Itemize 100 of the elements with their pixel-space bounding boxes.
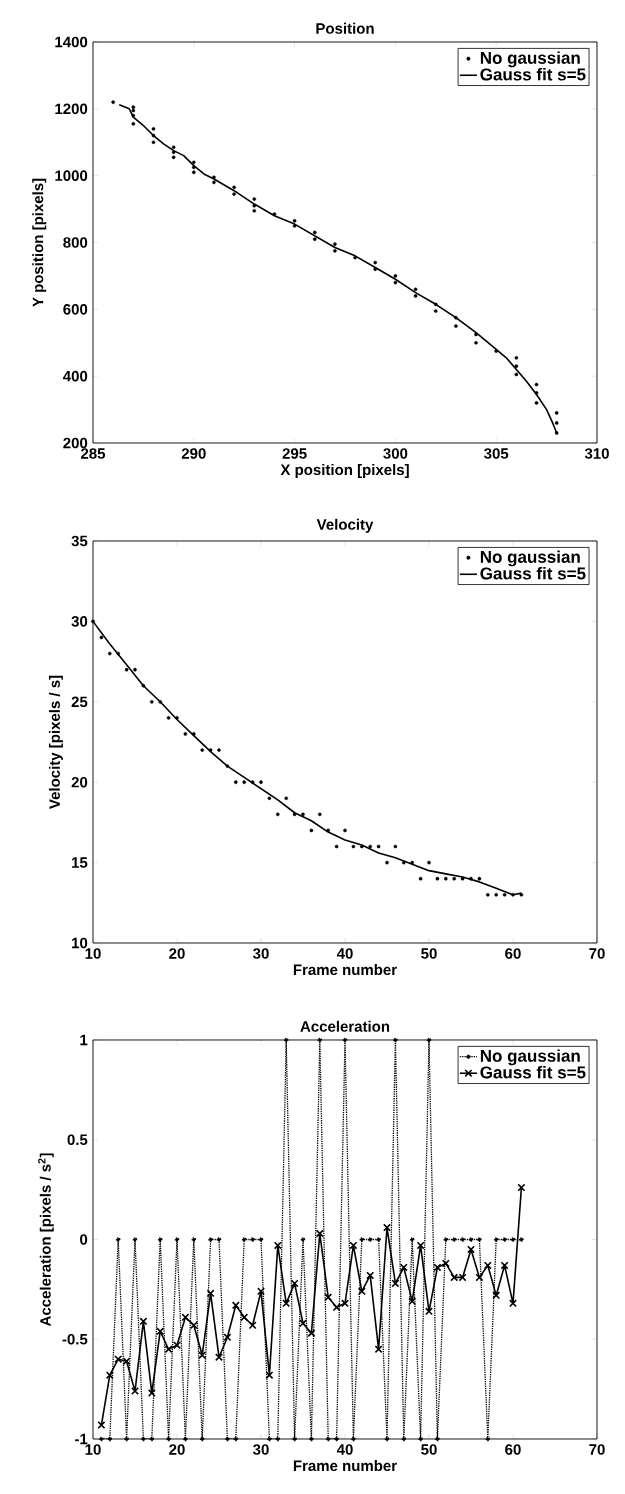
y-axis-title: Velocity [pixels / s] bbox=[48, 675, 63, 809]
point bbox=[124, 1436, 129, 1442]
point bbox=[324, 1293, 333, 1302]
y-tick-label: 35 bbox=[71, 535, 88, 547]
point bbox=[433, 302, 438, 307]
legend-label: No gaussian bbox=[480, 550, 580, 567]
legend-label: Gauss fit s=5 bbox=[480, 567, 586, 580]
point bbox=[312, 230, 317, 235]
point bbox=[418, 1436, 423, 1442]
point bbox=[416, 1241, 425, 1250]
point bbox=[318, 812, 322, 817]
point bbox=[131, 113, 136, 118]
y-tick-label: 10 bbox=[72, 937, 88, 949]
point bbox=[131, 122, 136, 126]
point bbox=[332, 1303, 341, 1312]
point bbox=[300, 1237, 306, 1242]
point bbox=[108, 651, 112, 656]
point bbox=[326, 828, 330, 833]
point bbox=[454, 324, 458, 328]
point bbox=[292, 1436, 297, 1442]
x-tick-label: 30 bbox=[253, 1444, 269, 1455]
point bbox=[107, 1436, 113, 1442]
point bbox=[468, 1237, 474, 1242]
point bbox=[141, 683, 146, 688]
point bbox=[149, 1436, 155, 1442]
x-tick-label: 20 bbox=[169, 948, 185, 959]
x-tick-label: 300 bbox=[383, 448, 408, 459]
x-tick-label: 70 bbox=[589, 1444, 605, 1455]
point bbox=[493, 1237, 499, 1242]
x-tick-label: 60 bbox=[505, 1444, 521, 1455]
chart-title: Position bbox=[316, 22, 374, 34]
chart-title: Velocity bbox=[316, 518, 374, 533]
point bbox=[234, 780, 238, 784]
point bbox=[301, 812, 305, 817]
x-tick-label: 285 bbox=[81, 448, 106, 459]
point bbox=[435, 1436, 440, 1442]
point bbox=[485, 1436, 491, 1442]
point bbox=[451, 1237, 457, 1242]
point bbox=[150, 699, 154, 704]
point bbox=[514, 355, 519, 360]
x-tick-label: 50 bbox=[421, 948, 437, 959]
x-axis-title: X position [pixels] bbox=[280, 464, 409, 479]
point bbox=[105, 1371, 114, 1380]
point bbox=[376, 844, 381, 849]
point bbox=[334, 844, 339, 849]
chart-title: Acceleration bbox=[300, 1020, 390, 1032]
point bbox=[366, 1271, 375, 1280]
point bbox=[460, 1237, 465, 1242]
point bbox=[343, 828, 347, 833]
point bbox=[216, 1237, 222, 1242]
point bbox=[393, 1037, 398, 1043]
point bbox=[554, 411, 559, 415]
point bbox=[267, 796, 272, 801]
point bbox=[252, 197, 257, 201]
point bbox=[502, 1237, 507, 1242]
point bbox=[367, 1237, 373, 1242]
x-tick-label: 295 bbox=[282, 448, 307, 459]
point bbox=[225, 1436, 230, 1442]
y-tick-label: 1200 bbox=[55, 103, 88, 115]
point bbox=[131, 1387, 139, 1396]
point bbox=[139, 1317, 148, 1326]
point bbox=[376, 1237, 381, 1242]
point bbox=[115, 1237, 121, 1242]
y-tick-label: 15 bbox=[72, 857, 88, 868]
point bbox=[192, 160, 196, 165]
point bbox=[151, 133, 156, 138]
point bbox=[217, 748, 221, 752]
point bbox=[373, 260, 378, 265]
point bbox=[174, 1237, 180, 1242]
point bbox=[435, 876, 440, 881]
point bbox=[250, 1237, 255, 1242]
point bbox=[393, 280, 398, 285]
y-axis-title: Acceleration [pixels / s$^{2}$] bbox=[38, 1153, 54, 1327]
x-tick-label: 30 bbox=[253, 948, 269, 959]
point bbox=[418, 876, 423, 881]
point bbox=[171, 150, 176, 155]
point bbox=[212, 175, 216, 180]
y-tick-label: 25 bbox=[71, 696, 88, 708]
point bbox=[402, 860, 406, 865]
point bbox=[292, 812, 297, 817]
point bbox=[259, 780, 263, 784]
point bbox=[534, 382, 539, 387]
point bbox=[258, 1237, 264, 1242]
point bbox=[517, 1183, 526, 1192]
point bbox=[502, 892, 507, 897]
point bbox=[454, 315, 458, 320]
y-tick-label: -0.5 bbox=[62, 1333, 88, 1345]
point bbox=[475, 1273, 484, 1282]
point bbox=[360, 844, 364, 849]
point bbox=[393, 844, 398, 849]
y-tick-label: 400 bbox=[62, 370, 88, 382]
y-tick-label: 0.5 bbox=[67, 1134, 88, 1146]
point bbox=[192, 170, 196, 175]
point bbox=[333, 249, 337, 253]
y-tick-label: 800 bbox=[63, 237, 88, 248]
point bbox=[212, 180, 216, 185]
point bbox=[208, 1237, 213, 1242]
x-tick-label: 305 bbox=[484, 448, 509, 459]
point bbox=[312, 237, 317, 241]
point bbox=[132, 1237, 138, 1242]
